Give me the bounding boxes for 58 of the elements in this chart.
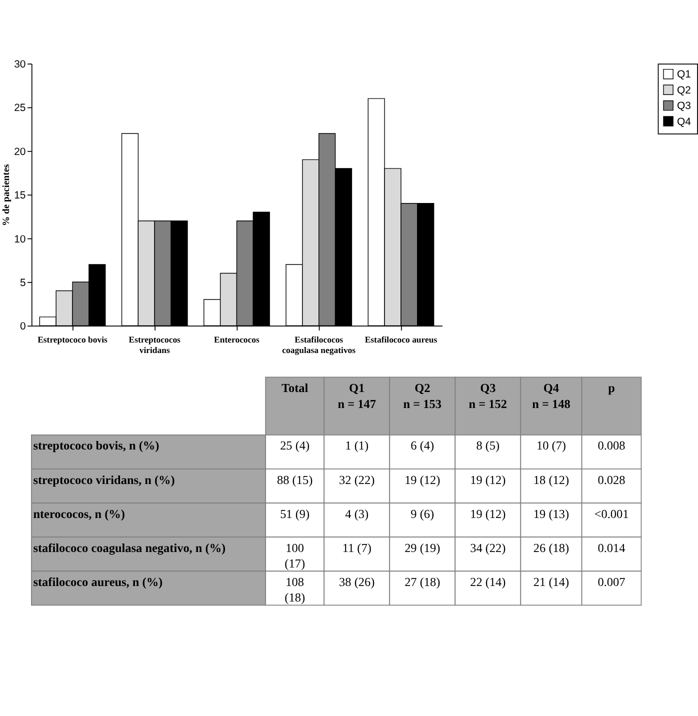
legend-label: Q3 bbox=[677, 101, 692, 112]
text: 1 (1) bbox=[345, 438, 369, 453]
text: 108 (18) bbox=[284, 575, 306, 605]
y-axis-title: % de pacientes bbox=[0, 164, 12, 226]
text: 26 (18) bbox=[533, 540, 570, 555]
y-tick-label: 10 bbox=[14, 234, 26, 246]
text: stafilococo aureus, n (%) bbox=[33, 575, 163, 590]
text: 22 (14) bbox=[470, 575, 506, 590]
text: 6 (4) bbox=[410, 438, 434, 453]
text: 10 (7) bbox=[536, 438, 566, 453]
x-tick-label: Estreptococo bovis bbox=[38, 334, 108, 345]
y-tick-label: 0 bbox=[20, 322, 26, 333]
text: Q2 n = 153 bbox=[403, 381, 442, 411]
text: 29 (19) bbox=[404, 540, 440, 555]
text: 0.028 bbox=[598, 472, 626, 487]
text: Q3 n = 152 bbox=[468, 381, 508, 411]
text: 11 (7) bbox=[342, 540, 372, 555]
text: nterococos, n (%) bbox=[33, 506, 125, 521]
text: <0.001 bbox=[594, 506, 629, 521]
text: 9 (6) bbox=[410, 506, 434, 521]
legend-label: Q4 bbox=[677, 116, 692, 128]
x-tick-label: Estafilococo aureus bbox=[364, 334, 438, 345]
text: 19 (13) bbox=[533, 506, 570, 521]
text: Q1 n = 147 bbox=[338, 381, 376, 411]
text: 88 (15) bbox=[277, 472, 313, 487]
x-tick-label: Estafilococos coagulasa negativos bbox=[282, 334, 356, 356]
text: Total bbox=[281, 381, 309, 396]
legend-label: Q2 bbox=[677, 85, 692, 96]
text: 0.007 bbox=[598, 575, 626, 590]
text: 0.008 bbox=[598, 438, 626, 453]
text: 18 (12) bbox=[533, 472, 570, 487]
text: streptococo bovis, n (%) bbox=[33, 438, 160, 453]
text: streptococo viridans, n (%) bbox=[33, 472, 175, 487]
text: 19 (12) bbox=[470, 506, 506, 521]
y-tick-label: 15 bbox=[14, 190, 26, 202]
y-tick-label: 30 bbox=[14, 60, 26, 71]
text: stafilococo coagulasa negativo, n (%) bbox=[33, 540, 226, 555]
text: p bbox=[608, 381, 616, 396]
text: Q4 n = 148 bbox=[532, 381, 570, 411]
text: 32 (22) bbox=[339, 472, 375, 487]
y-tick-label: 5 bbox=[20, 278, 26, 289]
legend-label: Q1 bbox=[677, 70, 692, 81]
text: 8 (5) bbox=[476, 438, 500, 453]
text: 38 (26) bbox=[339, 575, 375, 590]
y-tick-label: 25 bbox=[14, 103, 26, 114]
text: 21 (14) bbox=[533, 575, 570, 590]
y-tick-label: 20 bbox=[14, 146, 26, 158]
text: 19 (12) bbox=[404, 472, 440, 487]
x-tick-label: Enterococos bbox=[214, 334, 260, 345]
text: 34 (22) bbox=[470, 540, 506, 555]
text: 19 (12) bbox=[470, 472, 506, 487]
text: 51 (9) bbox=[280, 506, 310, 521]
text: 100 (17) bbox=[284, 540, 306, 571]
text: 4 (3) bbox=[345, 506, 369, 521]
text: 27 (18) bbox=[404, 575, 440, 590]
x-tick-label: Estreptococos viridans bbox=[128, 334, 182, 356]
text: 0.014 bbox=[598, 540, 626, 555]
text: 25 (4) bbox=[280, 438, 310, 453]
